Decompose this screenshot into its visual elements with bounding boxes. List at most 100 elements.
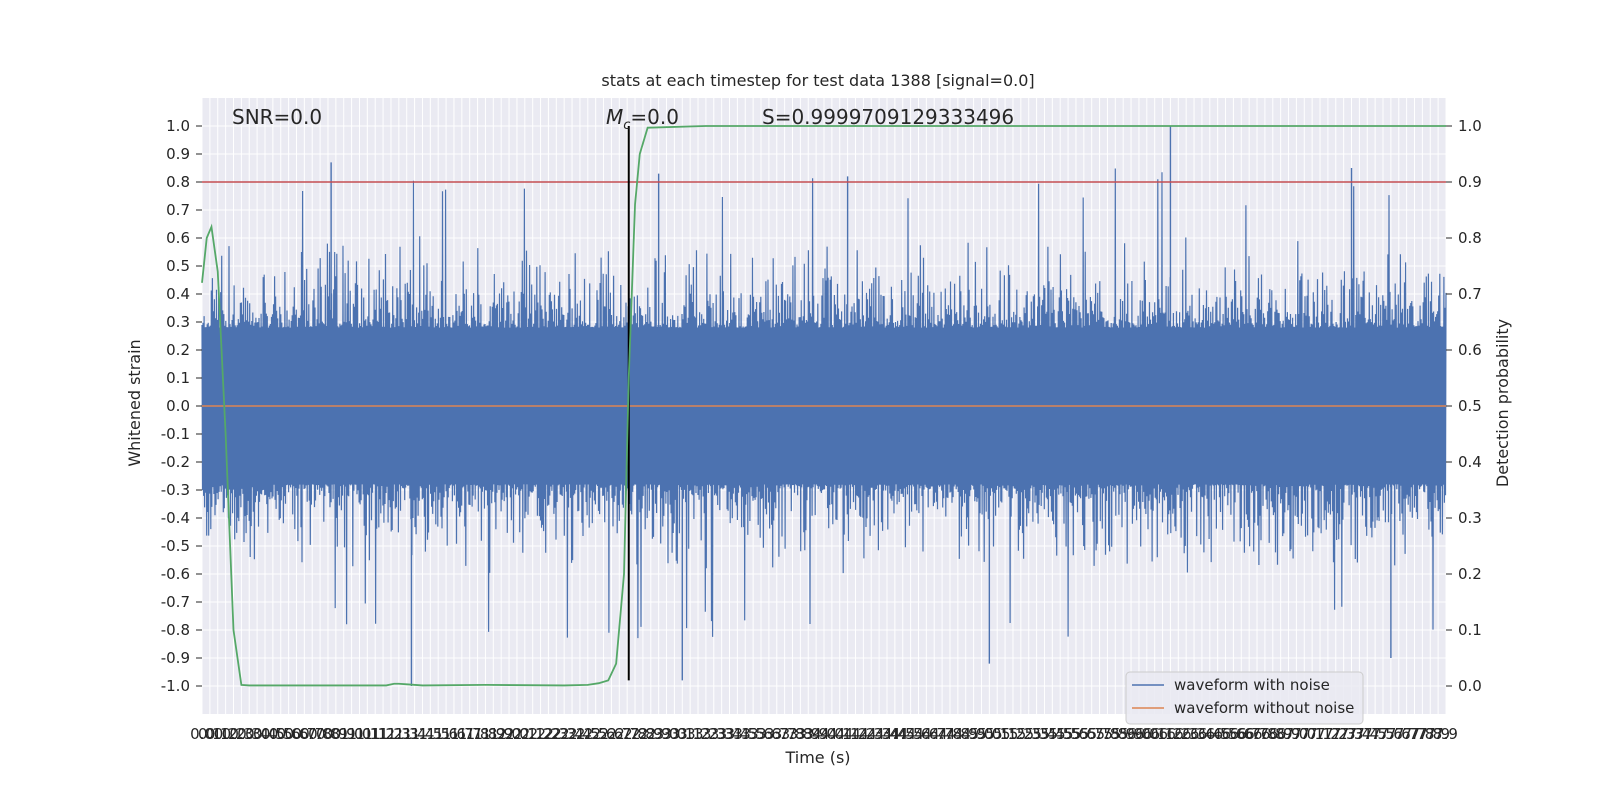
x-tick-label: 3.3 xyxy=(710,725,734,743)
x-tick-label: 6.9 xyxy=(1269,725,1293,743)
x-tick-label: 0.1 xyxy=(198,725,222,743)
x-tick-label: 1.1 xyxy=(355,725,379,743)
y-tick-label-right: 0.9 xyxy=(1458,173,1482,191)
y-tick-label-right: 1.0 xyxy=(1458,117,1482,135)
x-tick-label: 3.7 xyxy=(765,725,789,743)
x-tick-label: 0.8 xyxy=(316,725,340,743)
x-tick-label: 2.2 xyxy=(537,725,561,743)
x-tick-label: 1.6 xyxy=(442,725,466,743)
x-tick-label: 3.0 xyxy=(662,725,686,743)
x-tick-label: 3.7 xyxy=(773,725,797,743)
x-tick-label: 7.7 xyxy=(1403,725,1427,743)
y-axis-label-right: Detection probability xyxy=(1493,319,1512,487)
x-tick-label: 7.8 xyxy=(1418,725,1442,743)
y-tick-label-right: 0.1 xyxy=(1458,621,1482,639)
y-tick-label-left: -0.1 xyxy=(161,425,190,443)
x-tick-label: 3.5 xyxy=(741,725,765,743)
x-tick-label: 4.1 xyxy=(828,725,852,743)
x-tick-label: 6.2 xyxy=(1159,725,1183,743)
x-tick-label: 4.9 xyxy=(954,725,978,743)
x-tick-label: 7.1 xyxy=(1308,725,1332,743)
snr-annotation: SNR=0.0 xyxy=(232,105,322,129)
x-tick-label: 5.4 xyxy=(1033,725,1057,743)
x-tick-label: 7.1 xyxy=(1300,725,1324,743)
x-tick-label: 1.9 xyxy=(489,725,513,743)
x-tick-label: 5.7 xyxy=(1088,725,1112,743)
x-tick-label: 5.9 xyxy=(1119,725,1143,743)
x-tick-label: 4.1 xyxy=(836,725,860,743)
x-tick-label: 1.3 xyxy=(395,725,419,743)
x-tick-label: 2.8 xyxy=(631,725,655,743)
x-tick-label: 1.4 xyxy=(411,725,435,743)
x-tick-label: 6.4 xyxy=(1198,725,1222,743)
y-tick-label-left: 0.8 xyxy=(166,173,190,191)
x-tick-label: 3.4 xyxy=(718,725,742,743)
x-tick-label: 2.0 xyxy=(505,725,529,743)
y-tick-label-left: -0.7 xyxy=(161,593,190,611)
x-tick-label: 1.8 xyxy=(466,725,490,743)
y-tick-label-left: -0.5 xyxy=(161,537,190,555)
x-tick-label: 4.3 xyxy=(867,725,891,743)
x-tick-label: 7.5 xyxy=(1371,725,1395,743)
x-tick-label: 4.7 xyxy=(922,725,946,743)
x-tick-label: 5.7 xyxy=(1080,725,1104,743)
x-tick-label: 1.8 xyxy=(474,725,498,743)
x-tick-label: 5.9 xyxy=(1111,725,1135,743)
y-tick-label-right: 0.5 xyxy=(1458,397,1482,415)
y-tick-label-left: 0.7 xyxy=(166,201,190,219)
legend: waveform with noise waveform without noi… xyxy=(1125,671,1364,725)
x-tick-label: 3.1 xyxy=(678,725,702,743)
x-tick-label: 0.5 xyxy=(269,725,293,743)
y-tick-label-left: 0.2 xyxy=(166,341,190,359)
y-tick-label-right: 0.3 xyxy=(1458,509,1482,527)
x-tick-label: 7.4 xyxy=(1347,725,1371,743)
y-tick-label-left: 0.5 xyxy=(166,257,190,275)
x-tick-label: 1.6 xyxy=(434,725,458,743)
legend-box xyxy=(1125,671,1364,725)
x-axis-label: Time (s) xyxy=(784,748,850,767)
x-tick-label: 7.8 xyxy=(1410,725,1434,743)
y-tick-label-left: 0.1 xyxy=(166,369,190,387)
x-tick-label: 2.1 xyxy=(513,725,537,743)
x-tick-label: 6.0 xyxy=(1135,725,1159,743)
x-tick-label: 2.8 xyxy=(623,725,647,743)
x-tick-label: 7.6 xyxy=(1379,725,1403,743)
x-tick-label: 6.4 xyxy=(1190,725,1214,743)
score-annotation: S=0.9999709129333496 xyxy=(762,105,1014,129)
y-tick-label-left: -0.9 xyxy=(161,649,190,667)
x-tick-label: 1.7 xyxy=(458,725,482,743)
x-tick-label: 4.9 xyxy=(962,725,986,743)
x-tick-label: 7.5 xyxy=(1363,725,1387,743)
y-tick-label-left: -0.4 xyxy=(161,509,190,527)
x-tick-label: 0.9 xyxy=(324,725,348,743)
x-tick-label: 1.0 xyxy=(348,725,372,743)
x-tick-label: 4.4 xyxy=(883,725,907,743)
x-tick-label: 1.7 xyxy=(450,725,474,743)
x-tick-label: 2.7 xyxy=(607,725,631,743)
x-tick-label: 6.1 xyxy=(1143,725,1167,743)
x-tick-label: 1.2 xyxy=(379,725,403,743)
x-tick-label: 5.1 xyxy=(985,725,1009,743)
x-tick-label: 2.3 xyxy=(552,725,576,743)
y-tick-label-left: 0.6 xyxy=(166,229,190,247)
x-tick-label: 5.4 xyxy=(1040,725,1064,743)
x-tick-label: 2.1 xyxy=(521,725,545,743)
x-tick-label: 2.7 xyxy=(615,725,639,743)
x-tick-label: 5.5 xyxy=(1048,725,1072,743)
x-tick-label: 3.2 xyxy=(694,725,718,743)
x-tick-label: 2.6 xyxy=(592,725,616,743)
x-tick-label: 2.9 xyxy=(647,725,671,743)
x-tick-label: 6.5 xyxy=(1214,725,1238,743)
chart-title: stats at each timestep for test data 138… xyxy=(601,71,1034,90)
y-tick-label-left: -0.2 xyxy=(161,453,190,471)
x-tick-label: 0.0 xyxy=(190,725,214,743)
x-tick-label: 2.0 xyxy=(497,725,521,743)
x-tick-label: 4.6 xyxy=(907,725,931,743)
x-tick-label: 3.2 xyxy=(686,725,710,743)
x-tick-label: 5.3 xyxy=(1017,725,1041,743)
y-axis-label-left: Whitened strain xyxy=(125,339,144,466)
x-tick-label: 4.0 xyxy=(812,725,836,743)
x-tick-label: 1.5 xyxy=(426,725,450,743)
x-tick-label: 3.4 xyxy=(725,725,749,743)
x-tick-label: 2.9 xyxy=(639,725,663,743)
